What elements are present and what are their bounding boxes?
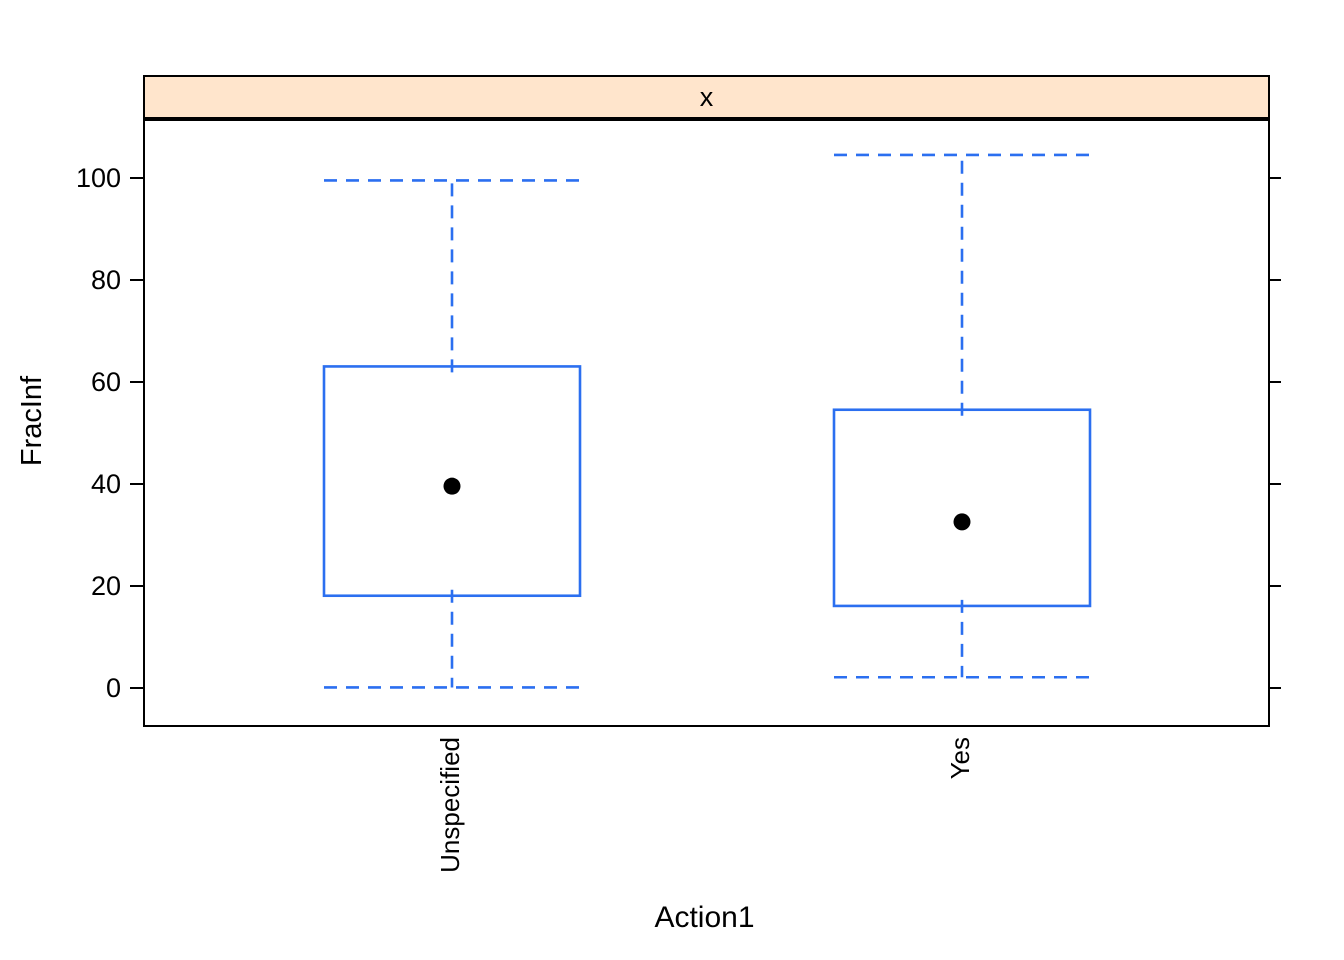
y-tick-label: 20 (90, 571, 121, 602)
y-tick-mark-left (130, 381, 143, 384)
y-tick-mark-left (130, 585, 143, 588)
y-tick-label: 100 (75, 163, 121, 194)
y-tick-mark-right (1268, 687, 1281, 689)
iqr-box (832, 408, 1092, 608)
boxplot-unspecified (322, 179, 582, 689)
boxplot-yes (832, 153, 1092, 679)
y-tick-label: 40 (90, 469, 121, 500)
strip-header: x (143, 75, 1270, 119)
y-tick-label: 60 (90, 367, 121, 398)
strip-label: x (699, 81, 714, 112)
y-tick-mark-right (1268, 177, 1281, 180)
y-tick-mark-right (1268, 585, 1281, 588)
plot-panel (143, 119, 1270, 727)
x-category-label: Unspecified (435, 737, 465, 873)
median-dot (443, 477, 461, 495)
y-tick-mark-left (130, 687, 143, 689)
y-tick-mark-right (1268, 483, 1281, 486)
iqr-box (322, 365, 582, 598)
x-category-label: Yes (945, 737, 975, 780)
y-tick-mark-right (1268, 279, 1281, 282)
y-tick-label: 80 (90, 265, 121, 296)
y-axis-title: FracInf (16, 375, 48, 467)
median-dot (953, 513, 971, 531)
y-tick-mark-left (130, 279, 143, 282)
y-tick-label: 0 (105, 673, 121, 703)
x-axis-title: Action1 (654, 901, 755, 934)
y-tick-mark-right (1268, 381, 1281, 384)
y-tick-mark-left (130, 177, 143, 180)
y-tick-mark-left (130, 483, 143, 486)
boxplot-canvas (322, 153, 1092, 689)
